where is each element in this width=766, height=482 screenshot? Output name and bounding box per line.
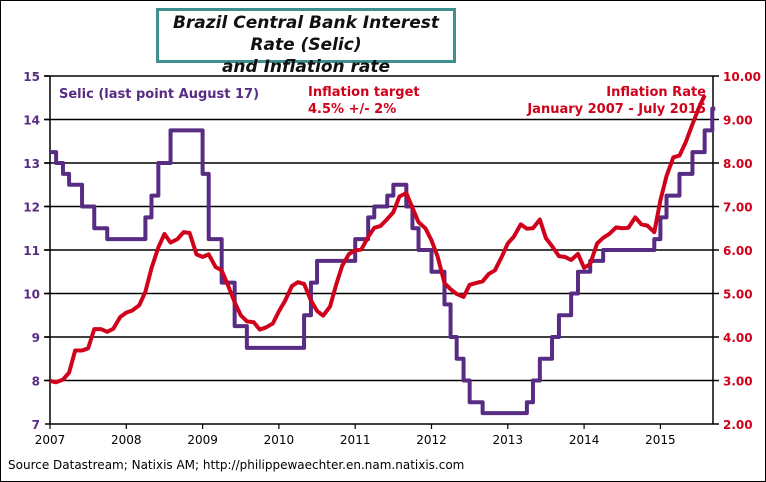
y-right-tick-label: 3.00	[723, 375, 753, 389]
y-right-tick-label: 7.00	[723, 201, 753, 215]
y-right-tick-label: 4.00	[723, 331, 753, 345]
y-left-tick-label: 11	[23, 244, 40, 258]
selic-annotation: Selic (last point August 17)	[59, 87, 260, 102]
y-left-tick-label: 7	[32, 418, 40, 432]
chart-title: Brazil Central Bank Interest Rate (Selic…	[156, 8, 456, 77]
axes	[45, 75, 719, 429]
series-line-inflation	[49, 94, 707, 385]
inflation-rate-line-2: January 2007 - July 2015	[527, 102, 706, 117]
x-tick-label: 2012	[416, 433, 447, 447]
y-right-tick-label: 6.00	[723, 244, 753, 258]
y-right-tick-label: 2.00	[723, 418, 753, 432]
x-tick-label: 2007	[35, 433, 66, 447]
y-right-tick-label: 10.00	[723, 70, 761, 84]
y-left-tick-label: 12	[23, 201, 40, 215]
x-tick-label: 2008	[111, 433, 142, 447]
x-tick-label: 2014	[569, 433, 600, 447]
y-right-tick-label: 9.00	[723, 114, 753, 128]
chart-title-line-1: Brazil Central Bank Interest Rate (Selic…	[172, 13, 440, 55]
y-left-tick-label: 9	[32, 331, 40, 345]
x-tick-label: 2013	[493, 433, 524, 447]
y-left-tick-label: 14	[23, 114, 40, 128]
chart-title-line-2: and Inflation rate	[221, 57, 391, 77]
y-axis-right-labels: 2.00 3.00 4.00 5.00 6.00 7.00 8.00 9.00 10.00	[723, 70, 761, 432]
x-tick-label: 2015	[645, 433, 676, 447]
y-left-tick-label: 15	[23, 70, 40, 84]
inflation-target-line-2: 4.5% +/- 2%	[308, 102, 397, 117]
inflation-rate-annotation: Inflation Rate January 2007 - July 2015	[527, 84, 706, 118]
y-right-tick-label: 5.00	[723, 288, 753, 302]
inflation-target-annotation: Inflation target 4.5% +/- 2%	[308, 84, 420, 118]
x-tick-label: 2010	[264, 433, 295, 447]
y-left-tick-label: 8	[32, 375, 40, 389]
y-axis-left-labels: 7 8 9 10 11 12 13 14 15	[23, 70, 40, 432]
inflation-target-line-1: Inflation target	[308, 85, 420, 100]
x-tick-label: 2011	[340, 433, 371, 447]
y-left-tick-label: 13	[23, 157, 40, 171]
y-right-tick-label: 8.00	[723, 157, 753, 171]
series-line-selic	[50, 106, 716, 416]
x-tick-label: 2009	[187, 433, 218, 447]
series-group	[49, 94, 716, 416]
x-axis-labels: 2007 2008 2009 2010 2011 2012 2013 2014 2015	[35, 433, 676, 447]
y-left-tick-label: 10	[23, 288, 40, 302]
source-footnote: Source Datastream; Natixis AM; http://ph…	[8, 458, 465, 472]
inflation-rate-line-1: Inflation Rate	[606, 85, 706, 100]
